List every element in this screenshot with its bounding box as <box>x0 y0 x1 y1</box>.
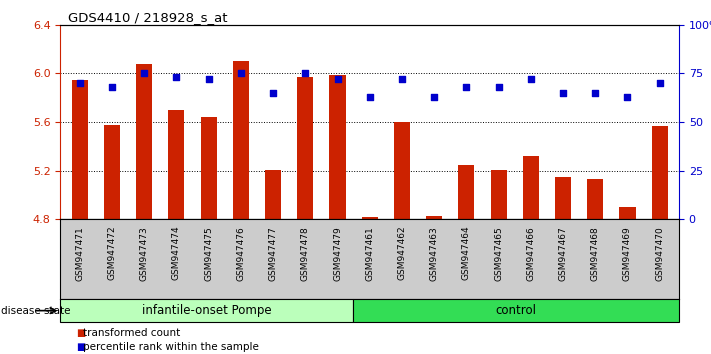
Text: GSM947467: GSM947467 <box>559 226 567 281</box>
Point <box>299 70 311 76</box>
Text: GSM947474: GSM947474 <box>172 226 181 280</box>
Bar <box>297 77 314 219</box>
Text: GDS4410 / 218928_s_at: GDS4410 / 218928_s_at <box>68 11 227 24</box>
Point <box>267 90 279 96</box>
Bar <box>60 299 353 322</box>
Bar <box>265 170 281 219</box>
Point <box>171 74 182 80</box>
Bar <box>201 117 217 219</box>
Text: GSM947465: GSM947465 <box>494 226 503 281</box>
Bar <box>136 64 152 219</box>
Bar <box>232 61 249 219</box>
Point <box>621 94 633 99</box>
Text: GSM947466: GSM947466 <box>526 226 535 281</box>
Bar <box>329 75 346 219</box>
Text: GSM947471: GSM947471 <box>75 226 85 281</box>
Point <box>654 80 665 86</box>
Point <box>139 70 150 76</box>
Bar <box>72 80 88 219</box>
Text: GSM947476: GSM947476 <box>236 226 245 281</box>
Text: GSM947479: GSM947479 <box>333 226 342 281</box>
Point <box>203 76 214 82</box>
Text: GSM947464: GSM947464 <box>462 226 471 280</box>
Text: GSM947463: GSM947463 <box>429 226 439 281</box>
Bar <box>587 179 604 219</box>
Text: GSM947469: GSM947469 <box>623 226 632 281</box>
Point <box>429 94 440 99</box>
Point <box>332 76 343 82</box>
Text: GSM947468: GSM947468 <box>591 226 600 281</box>
Bar <box>523 156 539 219</box>
Text: percentile rank within the sample: percentile rank within the sample <box>83 342 259 352</box>
Bar <box>555 177 571 219</box>
Point <box>493 84 504 90</box>
Text: GSM947470: GSM947470 <box>655 226 664 281</box>
Point <box>235 70 247 76</box>
Point <box>74 80 85 86</box>
Bar <box>353 299 679 322</box>
Text: GSM947478: GSM947478 <box>301 226 310 281</box>
Text: GSM947472: GSM947472 <box>107 226 117 280</box>
Point <box>364 94 375 99</box>
Text: GSM947473: GSM947473 <box>139 226 149 281</box>
Text: GSM947462: GSM947462 <box>397 226 407 280</box>
Point <box>525 76 537 82</box>
Bar <box>362 217 378 219</box>
Bar <box>619 207 636 219</box>
Text: GSM947461: GSM947461 <box>365 226 374 281</box>
Point <box>589 90 601 96</box>
Bar <box>169 110 184 219</box>
Text: ■: ■ <box>76 342 85 352</box>
Bar <box>651 126 668 219</box>
Bar <box>104 125 120 219</box>
Bar <box>459 165 474 219</box>
Text: infantile-onset Pompe: infantile-onset Pompe <box>142 304 272 317</box>
Text: transformed count: transformed count <box>83 328 181 338</box>
Text: disease state: disease state <box>1 306 70 316</box>
Point <box>461 84 472 90</box>
Bar <box>394 122 410 219</box>
Point <box>106 84 117 90</box>
Bar <box>426 216 442 219</box>
Point <box>557 90 569 96</box>
Bar <box>491 170 507 219</box>
Text: GSM947475: GSM947475 <box>204 226 213 281</box>
Point <box>396 76 407 82</box>
Text: control: control <box>496 304 537 317</box>
Text: GSM947477: GSM947477 <box>269 226 277 281</box>
Text: ■: ■ <box>76 328 85 338</box>
